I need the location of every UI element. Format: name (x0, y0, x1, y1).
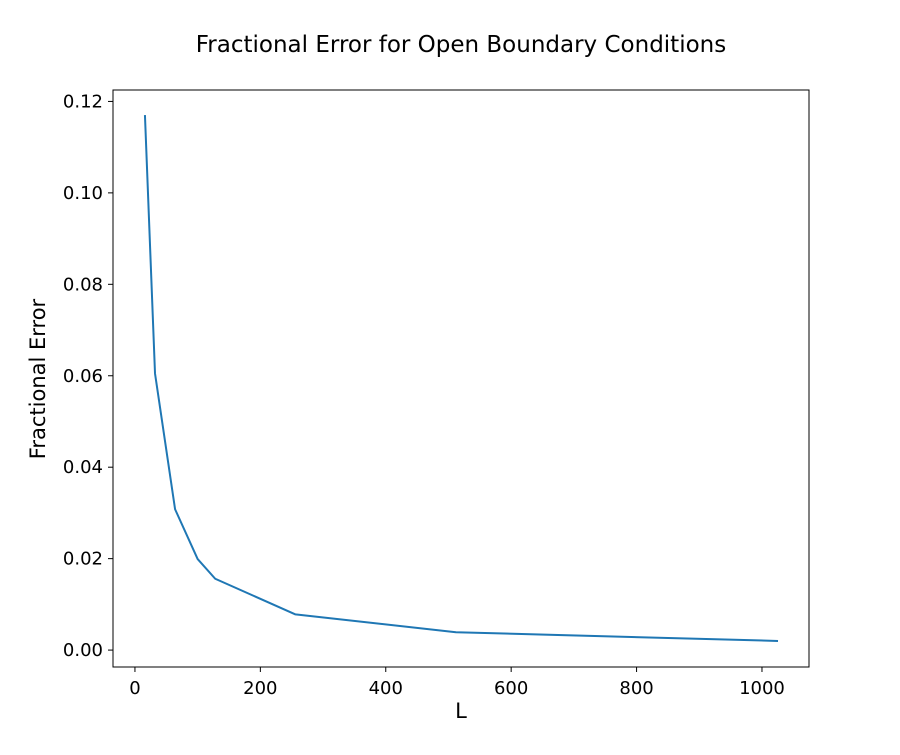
y-tick-label: 0.04 (63, 457, 103, 478)
chart-title: Fractional Error for Open Boundary Condi… (196, 32, 726, 58)
x-tick-label: 200 (243, 678, 277, 699)
y-tick-label: 0.02 (63, 549, 103, 570)
plot-frame (112, 89, 810, 668)
x-tick-label: 800 (619, 678, 653, 699)
x-tick-label: 0 (129, 678, 140, 699)
x-tick-label: 400 (369, 678, 403, 699)
y-tick-label: 0.12 (63, 91, 103, 112)
series-line-0 (143, 115, 779, 642)
y-tick-label: 0.06 (63, 366, 103, 387)
y-tick-label: 0.08 (63, 274, 103, 295)
x-tick-label: 600 (494, 678, 528, 699)
y-tick-label: 0.10 (63, 183, 103, 204)
plot-area: 0 200 400 600 800 1000 0.00 0.02 0.04 0.06 0.08 0.1… (63, 89, 810, 699)
y-axis-label: Fractional Error (26, 298, 50, 459)
x-axis-label: L (455, 699, 467, 723)
y-tick-label: 0.00 (63, 640, 103, 661)
x-tick-label: 1000 (739, 678, 785, 699)
